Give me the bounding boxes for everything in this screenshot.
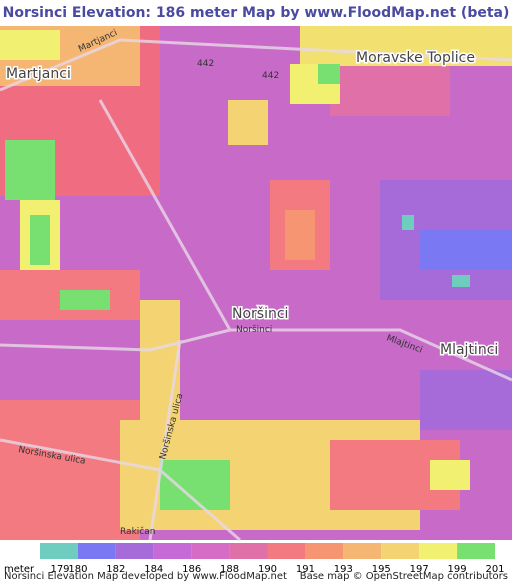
- legend-swatch: [40, 543, 78, 559]
- road-label: Rakičan: [120, 526, 155, 537]
- area: [140, 300, 180, 430]
- legend-swatch: [77, 543, 116, 559]
- legend-tick-label: 199: [448, 564, 467, 575]
- area: [330, 66, 450, 116]
- legend-tick-label: 179: [50, 564, 69, 575]
- area: [228, 100, 268, 145]
- legend-tick-label: 195: [372, 564, 391, 575]
- legend-swatch: [343, 543, 382, 559]
- place-label: Martjanci: [6, 66, 71, 82]
- road-label: Noršinci: [236, 324, 272, 335]
- legend-swatch: [381, 543, 420, 559]
- legend-swatch: [267, 543, 306, 559]
- legend-tick-label: 191: [296, 564, 315, 575]
- footer-right: Base map © OpenStreetMap contributors: [300, 571, 508, 582]
- area: [420, 370, 512, 430]
- area: [420, 230, 512, 270]
- area: [318, 64, 340, 84]
- legend-tick-label: 182: [106, 564, 125, 575]
- area: [0, 30, 60, 60]
- area: [452, 275, 470, 287]
- legend-tick-label: 197: [410, 564, 429, 575]
- legend-tick-label: 201: [485, 564, 504, 575]
- legend-tick-label: 193: [334, 564, 353, 575]
- legend-swatch: [229, 543, 268, 559]
- footer-left: Norsinci Elevation Map developed by www.…: [4, 571, 287, 582]
- roads: [0, 38, 512, 542]
- area: [5, 140, 55, 200]
- road: [148, 339, 182, 541]
- legend-swatch: [457, 543, 495, 559]
- title: Norsinci Elevation: 186 meter Map by www…: [2, 5, 510, 21]
- legend-unit: meter: [4, 564, 35, 575]
- map: Martjanci Martjanci 442 442 Moravske Top…: [0, 26, 512, 542]
- area: [0, 400, 140, 540]
- area: [30, 215, 50, 265]
- legend-swatch: [153, 543, 192, 559]
- legend-swatch: [419, 543, 458, 559]
- legend-tick-label: 186: [182, 564, 201, 575]
- area: [285, 210, 315, 260]
- road: [98, 99, 232, 331]
- road: [0, 38, 512, 92]
- road-label: 442: [262, 71, 279, 81]
- legend-swatch: [191, 543, 230, 559]
- legend-swatch: [115, 543, 154, 559]
- legend-tick-label: 184: [144, 564, 163, 575]
- legend-tick-label: 180: [68, 564, 87, 575]
- legend-tick-label: 190: [258, 564, 277, 575]
- area: [402, 215, 414, 230]
- area: [430, 460, 470, 490]
- legend-tick-label: 188: [220, 564, 239, 575]
- area: [60, 290, 110, 310]
- road-label: 442: [197, 59, 214, 69]
- legend-swatch: [305, 543, 344, 559]
- place-label: Noršinci: [232, 306, 288, 322]
- road: [0, 438, 241, 542]
- place-label: Moravske Toplice: [356, 50, 475, 66]
- place-label: Mlajtinci: [440, 342, 498, 358]
